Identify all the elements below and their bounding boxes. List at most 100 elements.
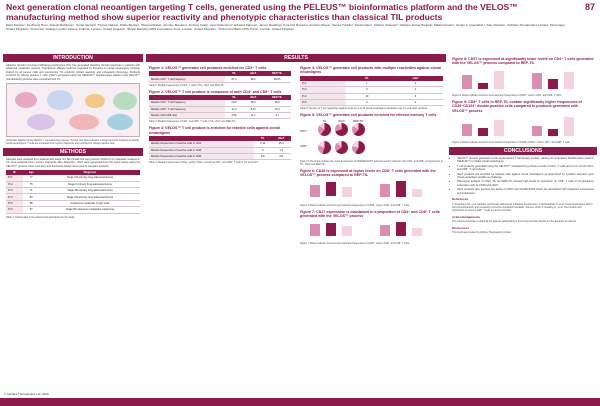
table-cell: Pt 2 <box>6 181 23 189</box>
table-cell: 37 <box>22 206 40 214</box>
box <box>412 188 422 197</box>
table-cell: Cutaneous metastatic lymph node <box>39 200 140 208</box>
table-cell: 6 <box>387 93 443 101</box>
figure-2-title: Figure 2: VELOS™ T cell product is compo… <box>149 89 282 94</box>
table-cell: Stage IIB primary lung adenocarcinoma <box>39 187 140 195</box>
pie-column-til: TIL <box>318 119 331 159</box>
table-cell: 0.32 <box>254 141 272 148</box>
table-cell: 11.1 <box>242 112 264 120</box>
figure-8-boxplot <box>462 70 574 89</box>
table-header <box>149 95 226 101</box>
box <box>310 224 320 237</box>
table-cell: 3 <box>387 80 443 88</box>
table-cell: 10 <box>345 93 388 101</box>
table-cell: Pt 6 <box>300 99 346 107</box>
table-cell: Stage IIIA primary lung adenocarcinoma <box>39 193 140 201</box>
box <box>564 71 574 89</box>
box <box>326 223 336 237</box>
box <box>412 228 422 237</box>
section-results: RESULTS <box>146 54 446 62</box>
figure-9-caption: Figure 9: Boxes indicate minimum and max… <box>452 141 571 145</box>
table-row: Median CD4:CD8 ratio 2.56 11.1 4.7 <box>149 112 291 120</box>
table-cell: 0 <box>387 99 443 107</box>
references-text: 1. Rosenberg SA, et al. Adoptive cell th… <box>452 202 593 212</box>
table-cell: Median CD3⁺ T cell frequency <box>149 76 226 83</box>
figure-1-table: TIL cNeT REP-TIL Median CD3⁺ T cell freque… <box>149 71 291 83</box>
box <box>478 82 488 89</box>
intro-text: Adoptive transfer of tumour infiltrating… <box>6 64 140 81</box>
section-methods: METHODS <box>3 148 143 157</box>
table-cell: Median frequencies of reactive cells in … <box>149 141 255 148</box>
table-row: Median frequencies of reactive cells in … <box>149 147 291 155</box>
list-item: Phenotypic analysis of cNeT, TIL and REP… <box>457 180 594 187</box>
table-cell: Stage II primary lung adenocarcinoma <box>39 181 140 189</box>
table-cell: 75 <box>22 181 40 189</box>
section-introduction: INTRODUCTION <box>3 54 143 62</box>
table-header: cNeT <box>387 75 443 81</box>
table-row: Pt 3 10 6 <box>300 93 443 101</box>
figure-5-title: Figure 5: VELOS™ generates cell products… <box>300 113 437 118</box>
table-row: Median frequencies of reactive cells in … <box>149 141 291 148</box>
table-cell: Median CD4:CD8 ratio <box>149 112 226 120</box>
table-cell: 31.3 <box>225 106 243 114</box>
table-header: TIL <box>225 95 243 101</box>
table-cell: Median CD4⁺ T cell frequency <box>149 100 226 107</box>
pie-col-label: REP-TIL <box>353 118 364 123</box>
table-header <box>149 136 255 142</box>
table-1-caption: Table 1: Clinical data of the patients t… <box>6 215 75 219</box>
poster-header: Next generation clonal neoantigen target… <box>0 0 600 52</box>
table-cell: 95.05 <box>263 76 291 83</box>
figure-9-boxplot <box>462 117 574 137</box>
list-item: T cell products generated using the VELO… <box>457 165 594 172</box>
table-row: Pt 3 71 Stage IIB primary lung adenocarcin… <box>6 187 140 195</box>
table-header: REP-TIL <box>263 95 291 101</box>
velos-process-diagram <box>6 83 140 138</box>
pie-chart <box>352 140 365 154</box>
box <box>478 128 488 137</box>
table-cell: Stage IB cutaneous metastatic melanoma <box>39 206 140 214</box>
table-cell: Pt 6 <box>6 206 23 214</box>
figure-6-title: Figure 6: CD28 is expressed at higher le… <box>300 168 436 178</box>
box <box>494 70 504 89</box>
pie-chart <box>335 140 348 154</box>
table-header: TIL <box>345 75 388 81</box>
pie-chart <box>335 122 348 136</box>
figure-8-caption: Figure 8: Boxes indicate minimum and max… <box>452 93 562 97</box>
table-cell: 71 <box>22 187 40 195</box>
figure-9-title: Figure 9: CD8⁺ T cells in REP-TIL contai… <box>452 99 582 113</box>
box <box>564 117 574 137</box>
column-middle-left: Figure 1: VELOS™ generates cell products… <box>146 63 294 165</box>
page-number: 87 <box>584 2 595 12</box>
table-cell: 1 <box>345 80 388 88</box>
table-header: Age <box>22 170 40 176</box>
genomic-analysis-icon <box>47 90 73 111</box>
table-cell: 87.3 <box>225 76 243 83</box>
footer-bar <box>0 398 600 406</box>
table-cell: Pt 5 <box>6 200 23 208</box>
table-cell: 0 <box>254 147 272 155</box>
box <box>380 225 390 237</box>
table-cell: 53 <box>22 193 40 201</box>
list-item: cNeT products also express low levels of… <box>457 188 594 195</box>
box <box>342 186 352 197</box>
figure-3-table: TIL cNeT Median frequencies of reactive c… <box>149 136 291 161</box>
table-4-caption: Table 4: Median frequencies of IFNγ⁺ and… <box>149 161 259 165</box>
figure-5-caption: Figure 5: Pie charts indicate the mean f… <box>300 159 443 166</box>
table-row: Pt 6 37 Stage IB cutaneous metastatic mela… <box>6 206 140 214</box>
figure-5-pies: CD4⁺ CD8⁺ TIL cNeT REP-TIL <box>300 119 443 159</box>
pie-col-label: cNeT <box>338 118 345 123</box>
table-cell: 77 <box>22 175 40 182</box>
table-header <box>149 71 226 77</box>
figure-8-title: Figure 8: CD57 is expressed at significa… <box>452 57 594 66</box>
pie-chart <box>318 122 331 136</box>
table-cell: 0.9 <box>254 153 272 161</box>
table-header: cNeT <box>271 136 291 142</box>
table-cell: 2.56 <box>225 112 243 120</box>
table-cell: Stage IIIA primary lung adenocarcinoma <box>39 175 140 182</box>
table-cell: 0 <box>345 86 388 94</box>
box <box>310 184 320 197</box>
box <box>396 180 406 197</box>
